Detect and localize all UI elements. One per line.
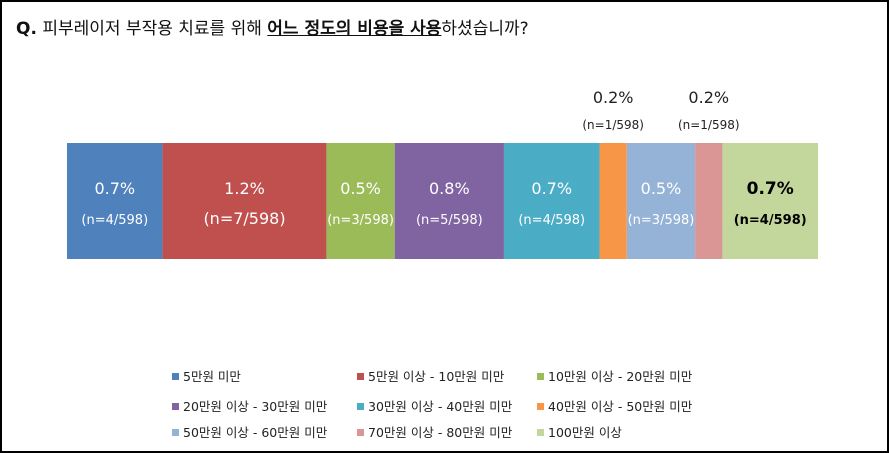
question-highlight: 어느 정도의 비용을 사용 — [267, 19, 442, 39]
legend-item-0: 5만원 미만 — [172, 366, 241, 385]
bar-segment-0 — [67, 143, 163, 259]
data-label-n-4: (n=4/598) — [518, 213, 585, 228]
legend-item-8: 100만원 이상 — [537, 422, 622, 441]
legend-swatch-2 — [537, 373, 544, 380]
data-label-pct-0: 0.7% — [94, 179, 135, 198]
legend-swatch-1 — [357, 373, 364, 380]
data-label-pct-1: 1.2% — [224, 179, 265, 198]
legend-item-7: 70만원 이상 - 80만원 미만 — [357, 422, 512, 441]
legend-swatch-5 — [537, 403, 544, 410]
bar-segment-8 — [722, 143, 818, 259]
bar-segment-4 — [503, 143, 600, 259]
bar-segment-3 — [394, 143, 504, 259]
data-label-n-8: (n=4/598) — [734, 213, 807, 228]
data-label-n-1: (n=7/598) — [203, 209, 285, 228]
legend-label-2: 10만원 이상 - 20만원 미만 — [548, 369, 693, 384]
data-label-n-3: (n=5/598) — [416, 213, 483, 228]
legend-item-5: 40만원 이상 - 50만원 미만 — [537, 396, 692, 415]
legend-swatch-3 — [172, 403, 179, 410]
legend-swatch-0 — [172, 373, 179, 380]
data-label-n-2: (n=3/598) — [327, 213, 394, 228]
question-title: Q. 피부레이저 부작용 치료를 위해 어느 정도의 비용을 사용하셨습니까? — [16, 14, 529, 39]
data-label-pct-2: 0.5% — [340, 179, 381, 198]
legend-label-6: 50만원 이상 - 60만원 미만 — [183, 425, 328, 440]
question-prefix: Q. — [16, 19, 37, 39]
data-label-pct-8: 0.7% — [747, 179, 794, 199]
legend-label-4: 30만원 이상 - 40만원 미만 — [368, 399, 513, 414]
legend-swatch-8 — [537, 429, 544, 436]
data-label-pct-5: 0.2% — [593, 88, 634, 107]
legend-item-2: 10만원 이상 - 20만원 미만 — [537, 366, 692, 385]
data-label-pct-4: 0.7% — [531, 179, 572, 198]
bar-segment-6 — [626, 143, 696, 259]
legend-item-4: 30만원 이상 - 40만원 미만 — [357, 396, 512, 415]
bar-segment-2 — [326, 143, 395, 259]
data-label-pct-3: 0.8% — [429, 179, 470, 198]
data-label-n-0: (n=4/598) — [81, 213, 148, 228]
bar-segment-7 — [695, 143, 723, 259]
legend-label-1: 5만원 이상 - 10만원 미만 — [368, 369, 505, 384]
legend-label-8: 100만원 이상 — [548, 425, 622, 440]
bar-segment-1 — [162, 143, 327, 259]
data-label-n-5: (n=1/598) — [582, 118, 644, 132]
data-label-pct-6: 0.5% — [641, 179, 682, 198]
question-text-before: 피부레이저 부작용 치료를 위해 — [36, 19, 268, 39]
legend-item-1: 5만원 이상 - 10만원 미만 — [357, 366, 504, 385]
legend-label-3: 20만원 이상 - 30만원 미만 — [183, 399, 328, 414]
legend-swatch-4 — [357, 403, 364, 410]
legend-item-3: 20만원 이상 - 30만원 미만 — [172, 396, 327, 415]
legend-swatch-7 — [357, 429, 364, 436]
bar-segment-5 — [599, 143, 627, 259]
legend-label-7: 70만원 이상 - 80만원 미만 — [368, 425, 513, 440]
question-text-after: 하셨습니까? — [441, 19, 529, 39]
data-label-n-7: (n=1/598) — [678, 118, 740, 132]
data-label-pct-7: 0.2% — [688, 88, 729, 107]
legend-label-0: 5만원 미만 — [183, 369, 241, 384]
legend-item-6: 50만원 이상 - 60만원 미만 — [172, 422, 327, 441]
data-label-n-6: (n=3/598) — [628, 213, 695, 228]
legend-label-5: 40만원 이상 - 50만원 미만 — [548, 399, 693, 414]
legend-swatch-6 — [172, 429, 179, 436]
